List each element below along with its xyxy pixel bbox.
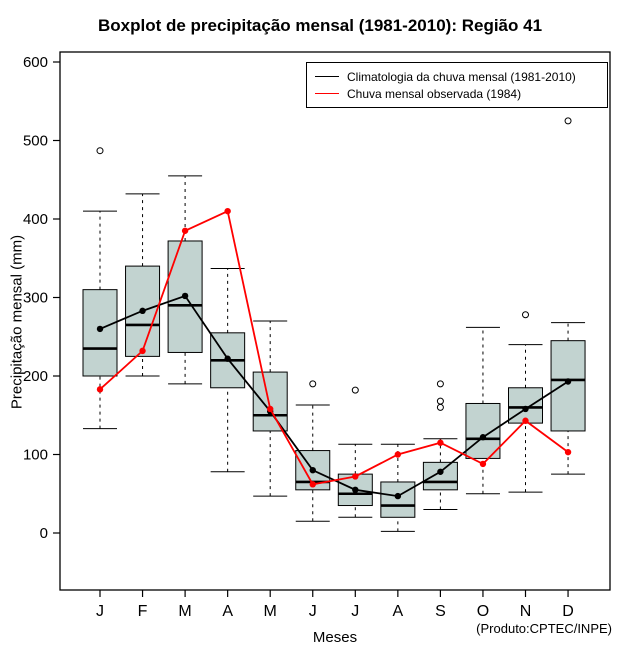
box [380, 481, 416, 518]
y-tick-label: 100 [23, 447, 48, 464]
outlier-point [436, 380, 444, 388]
box [465, 402, 501, 459]
climatology-point [139, 307, 146, 315]
observed-point [394, 451, 402, 458]
observed-point [564, 448, 572, 456]
x-tick-label: M [178, 603, 191, 620]
x-tick-label: O [477, 603, 489, 620]
observed-point [267, 405, 274, 413]
climatology-point [309, 467, 316, 474]
y-tick-label: 600 [23, 54, 48, 71]
x-axis-label: Meses [312, 629, 358, 646]
outlier-point [564, 117, 572, 125]
climatology-point [564, 378, 572, 385]
y-tick-label: 200 [23, 368, 48, 385]
observed-point [139, 347, 146, 355]
x-tick-label: A [393, 603, 404, 620]
y-tick-label: 400 [23, 211, 48, 228]
observed-point [309, 481, 316, 488]
observed-line-swatch [315, 93, 339, 94]
y-axis-label: Precipitação mensal (mm) [8, 234, 26, 410]
climatology-point [181, 292, 189, 300]
observed-point [181, 227, 189, 234]
outlier-point [436, 397, 444, 405]
climatology-line-swatch [315, 76, 339, 77]
legend-label-climatology: Climatologia da chuva mensal (1981-2010) [347, 69, 576, 84]
x-tick-label: J [96, 603, 104, 620]
plot-frame [59, 51, 611, 591]
climatology-point [479, 434, 487, 441]
x-tick-label: F [138, 603, 148, 620]
observed-point [522, 417, 529, 424]
observed-point [437, 439, 444, 446]
observed-point [96, 386, 104, 393]
x-tick-label: J [351, 603, 359, 620]
x-tick-label: A [222, 603, 233, 620]
outlier-point [351, 386, 359, 394]
climatology-point [96, 325, 104, 333]
climatology-point [437, 468, 444, 475]
y-tick-label: 300 [23, 290, 48, 307]
outlier-point [436, 403, 444, 411]
x-tick-label: D [562, 603, 574, 620]
observed-point [479, 460, 487, 468]
legend-item-observed: Chuva mensal observada (1984) [315, 85, 599, 102]
outlier-point [309, 380, 317, 388]
outlier-point [96, 147, 104, 155]
y-tick-label: 500 [23, 133, 48, 150]
box [252, 371, 288, 432]
climatology-point [394, 492, 402, 500]
climatology-point [522, 405, 529, 413]
box [82, 289, 118, 377]
observed-point [352, 473, 359, 480]
legend: Climatologia da chuva mensal (1981-2010)… [306, 62, 608, 108]
x-tick-label: S [435, 603, 446, 620]
observed-point [224, 207, 231, 215]
climatology-point [352, 486, 359, 494]
observed-line [99, 209, 569, 486]
x-tick-label: J [309, 603, 317, 620]
box [422, 461, 458, 491]
chart-title: Boxplot de precipitação mensal (1981-201… [97, 16, 543, 35]
x-tick-label: M [264, 603, 277, 620]
x-tick-label: N [520, 603, 532, 620]
legend-item-climatology: Climatologia da chuva mensal (1981-2010) [315, 68, 599, 85]
legend-label-observed: Chuva mensal observada (1984) [347, 86, 522, 101]
outlier-point [522, 311, 529, 319]
box [550, 340, 586, 432]
climatology-point [224, 355, 231, 362]
credit-text: (Produto:CPTEC/INPE) [476, 621, 612, 636]
y-tick-label: 0 [40, 525, 48, 542]
